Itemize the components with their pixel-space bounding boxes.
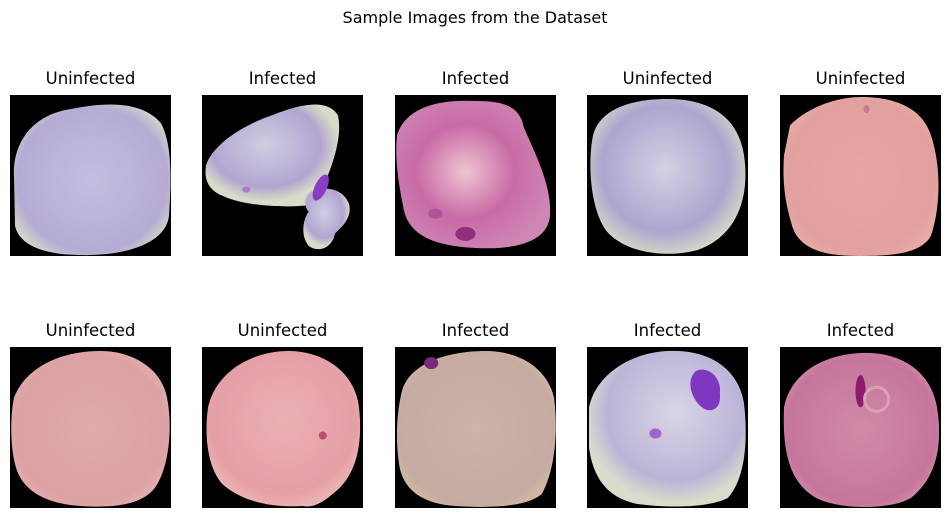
cell-image xyxy=(395,95,556,256)
sample-panel: Uninfected xyxy=(780,69,941,256)
figure-title: Sample Images from the Dataset xyxy=(0,8,950,27)
cell-image xyxy=(587,347,748,508)
sample-label: Uninfected xyxy=(10,321,171,341)
sample-label: Uninfected xyxy=(780,69,941,89)
cell-body xyxy=(784,97,939,256)
cell-body xyxy=(11,351,169,507)
sample-label: Infected xyxy=(395,321,556,341)
sample-panel: Uninfected xyxy=(587,69,748,256)
cell-image xyxy=(395,347,556,508)
cell-body xyxy=(14,104,171,255)
parasite-stain xyxy=(242,187,250,193)
sample-label: Uninfected xyxy=(587,69,748,89)
cell-body xyxy=(207,351,361,506)
sample-panel: Infected xyxy=(202,69,363,256)
cell-body xyxy=(589,351,746,507)
parasite-stain xyxy=(428,209,442,219)
sample-panel: Infected xyxy=(395,69,556,256)
parasite-stain xyxy=(864,105,870,113)
parasite-stain xyxy=(455,227,475,241)
sample-label: Uninfected xyxy=(10,69,171,89)
cell-image xyxy=(202,95,363,256)
cell-image xyxy=(10,95,171,256)
parasite-stain xyxy=(319,432,327,440)
sample-label: Infected xyxy=(587,321,748,341)
cell-image xyxy=(587,95,748,256)
parasite-stain xyxy=(424,357,438,369)
sample-label: Uninfected xyxy=(202,321,363,341)
sample-panel: Uninfected xyxy=(10,69,171,256)
cell-body xyxy=(590,99,745,254)
cell-body xyxy=(397,351,556,507)
cell-image xyxy=(780,95,941,256)
sample-panel: Uninfected xyxy=(202,321,363,508)
cell-image xyxy=(202,347,363,508)
sample-panel: Infected xyxy=(587,321,748,508)
sample-panel: Infected xyxy=(780,321,941,508)
sample-panel: Uninfected xyxy=(10,321,171,508)
sample-label: Infected xyxy=(202,69,363,89)
cell-image xyxy=(780,347,941,508)
cell-image xyxy=(10,347,171,508)
parasite-stain xyxy=(649,429,661,439)
sample-label: Infected xyxy=(780,321,941,341)
sample-label: Infected xyxy=(395,69,556,89)
sample-panel: Infected xyxy=(395,321,556,508)
